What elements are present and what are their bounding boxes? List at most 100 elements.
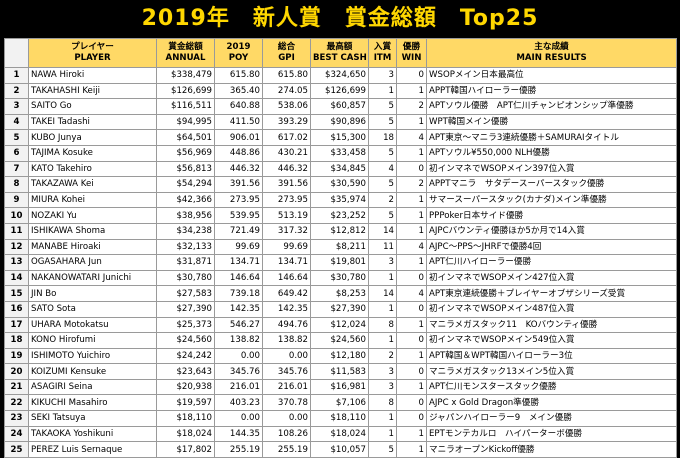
win-cell: 0 xyxy=(396,394,427,412)
table-row: 24 TAKAOKA Yoshikuni $18,024 144.35 108.26 $1… xyxy=(4,425,677,443)
results-cell: APT仁川ハイローラー優勝 xyxy=(426,254,677,271)
win-cell: 0 xyxy=(396,363,427,380)
itm-cell: 1 xyxy=(368,332,397,349)
header-poy-jp: 2019 xyxy=(226,42,251,52)
gpi-cell: 615.80 xyxy=(262,67,311,84)
player-cell: SEKI Tatsuya xyxy=(28,410,157,427)
table-row: 8 TAKAZAWA Kei $54,294 391.56 391.56 $30,590 5… xyxy=(4,176,677,193)
poy-cell: 411.50 xyxy=(214,113,263,131)
itm-cell: 3 xyxy=(368,67,397,84)
gpi-cell: 142.35 xyxy=(262,300,311,318)
poy-cell: 739.18 xyxy=(214,285,263,302)
win-cell: 1 xyxy=(396,207,427,224)
poy-cell: 345.76 xyxy=(214,363,263,380)
results-cell: 初インマネでWSOPメイン397位入賞 xyxy=(426,160,677,178)
gpi-cell: 513.19 xyxy=(262,207,311,224)
results-cell: 初インマネでWSOPメイン487位入賞 xyxy=(426,300,677,318)
best-cash-cell: $18,110 xyxy=(310,410,369,427)
gpi-cell: 430.21 xyxy=(262,144,311,162)
rank-cell: 2 xyxy=(4,82,29,100)
rank-cell: 5 xyxy=(4,129,29,146)
player-cell: KATO Takehiro xyxy=(28,160,157,178)
itm-cell: 5 xyxy=(368,144,397,162)
best-cash-cell: $324,650 xyxy=(310,67,369,84)
gpi-cell: 494.76 xyxy=(262,316,311,334)
table-row: 14 NAKANOWATARI Junichi $30,780 146.64 146.6… xyxy=(4,269,677,287)
itm-cell: 14 xyxy=(368,222,397,240)
header-gpi: 総合 GPI xyxy=(262,38,311,68)
itm-cell: 8 xyxy=(368,316,397,334)
poy-cell: 403.23 xyxy=(214,394,263,412)
rank-cell: 18 xyxy=(4,332,29,349)
header-player-jp: プレイヤー xyxy=(71,42,114,52)
rank-cell: 17 xyxy=(4,316,29,334)
annual-cell: $30,780 xyxy=(156,269,215,287)
table-row: 6 TAJIMA Kosuke $56,969 448.86 430.21 $33,458… xyxy=(4,144,677,162)
poy-cell: 216.01 xyxy=(214,378,263,396)
win-cell: 4 xyxy=(396,285,427,302)
rank-cell: 12 xyxy=(4,238,29,256)
table-row: 25 PEREZ Luis Sernaque $17,802 255.19 255.19… xyxy=(4,441,677,458)
win-cell: 1 xyxy=(396,425,427,443)
itm-cell: 5 xyxy=(368,441,397,458)
annual-cell: $34,238 xyxy=(156,222,215,240)
rank-cell: 22 xyxy=(4,394,29,412)
header-best-jp: 最高額 xyxy=(326,42,353,52)
itm-cell: 18 xyxy=(368,129,397,146)
results-cell: 初インマネでWSOPメイン549位入賞 xyxy=(426,332,677,349)
rank-cell: 4 xyxy=(4,113,29,131)
best-cash-cell: $12,024 xyxy=(310,316,369,334)
rank-cell: 10 xyxy=(4,207,29,224)
best-cash-cell: $27,390 xyxy=(310,300,369,318)
table-row: 3 SAITO Go $116,511 640.88 538.06 $60,857 5 2 AP… xyxy=(4,98,677,115)
best-cash-cell: $19,801 xyxy=(310,254,369,271)
annual-cell: $18,110 xyxy=(156,410,215,427)
annual-cell: $17,802 xyxy=(156,441,215,458)
annual-cell: $19,597 xyxy=(156,394,215,412)
poy-cell: 99.69 xyxy=(214,238,263,256)
results-cell: WPT韓国メイン優勝 xyxy=(426,113,677,131)
header-rank xyxy=(4,38,29,68)
win-cell: 1 xyxy=(396,254,427,271)
results-cell: 初インマネでWSOPメイン427位入賞 xyxy=(426,269,677,287)
gpi-cell: 345.76 xyxy=(262,363,311,380)
best-cash-cell: $35,974 xyxy=(310,191,369,209)
player-cell: ASAGIRI Seina xyxy=(28,378,157,396)
itm-cell: 5 xyxy=(368,98,397,115)
win-cell: 0 xyxy=(396,300,427,318)
rank-cell: 25 xyxy=(4,441,29,458)
header-best-en: BEST CASH xyxy=(313,53,367,63)
table-row: 11 ISHIKAWA Shoma $34,238 721.49 317.32 $12,8… xyxy=(4,222,677,240)
annual-cell: $64,501 xyxy=(156,129,215,146)
player-cell: TAKEI Tadashi xyxy=(28,113,157,131)
annual-cell: $27,583 xyxy=(156,285,215,302)
win-cell: 0 xyxy=(396,67,427,84)
annual-cell: $18,024 xyxy=(156,425,215,443)
table-row: 10 NOZAKI Yu $38,956 539.95 513.19 $23,252 5 1 P… xyxy=(4,207,677,224)
player-cell: ISHIMOTO Yuichiro xyxy=(28,347,157,365)
player-cell: TAKAHASHI Keiji xyxy=(28,82,157,100)
best-cash-cell: $30,780 xyxy=(310,269,369,287)
gpi-cell: 274.05 xyxy=(262,82,311,100)
player-cell: ISHIKAWA Shoma xyxy=(28,222,157,240)
player-cell: KIKUCHI Masahiro xyxy=(28,394,157,412)
best-cash-cell: $34,845 xyxy=(310,160,369,178)
win-cell: 1 xyxy=(396,82,427,100)
header-annual-en: ANNUAL xyxy=(165,53,206,63)
table-row: 21 ASAGIRI Seina $20,938 216.01 216.01 $16,98… xyxy=(4,378,677,396)
results-cell: APTソウル¥550,000 NLH優勝 xyxy=(426,144,677,162)
table-header-row: プレイヤー PLAYER 賞金総額 ANNUAL 2019 POY 総合 GPI… xyxy=(4,38,677,68)
gpi-cell: 446.32 xyxy=(262,160,311,178)
page-title: 2019年 新人賞 賞金総額 Top25 xyxy=(141,6,539,31)
results-cell: サマースーパースタック(カナダ)メイン準優勝 xyxy=(426,191,677,209)
poy-cell: 255.19 xyxy=(214,441,263,458)
results-cell: APPT韓国ハイローラー優勝 xyxy=(426,82,677,100)
win-cell: 1 xyxy=(396,222,427,240)
itm-cell: 3 xyxy=(368,254,397,271)
gpi-cell: 393.29 xyxy=(262,113,311,131)
ranking-table: プレイヤー PLAYER 賞金総額 ANNUAL 2019 POY 総合 GPI… xyxy=(4,38,677,458)
table-row: 20 KOIZUMI Kensuke $23,643 345.76 345.76 $11,… xyxy=(4,363,677,380)
rank-cell: 7 xyxy=(4,160,29,178)
annual-cell: $20,938 xyxy=(156,378,215,396)
win-cell: 1 xyxy=(396,347,427,365)
